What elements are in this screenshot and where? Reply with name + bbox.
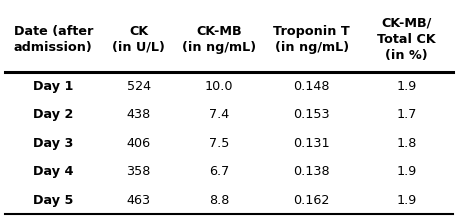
Text: 0.138: 0.138 [293,165,330,178]
Text: 10.0: 10.0 [205,80,234,93]
Text: CK-MB
(in ng/mL): CK-MB (in ng/mL) [182,25,256,54]
Text: 0.148: 0.148 [293,80,330,93]
Text: 7.4: 7.4 [209,108,229,121]
Text: Day 3: Day 3 [33,137,73,150]
Text: 406: 406 [127,137,151,150]
Text: 358: 358 [127,165,151,178]
Text: Day 2: Day 2 [33,108,73,121]
Text: Date (after
admission): Date (after admission) [14,25,93,54]
Text: 8.8: 8.8 [209,194,229,206]
Text: Day 1: Day 1 [33,80,73,93]
Text: Day 4: Day 4 [33,165,73,178]
Text: 1.7: 1.7 [396,108,417,121]
Text: CK-MB/
Total CK
(in %): CK-MB/ Total CK (in %) [377,17,436,62]
Text: Troponin T
(in ng/mL): Troponin T (in ng/mL) [273,25,350,54]
Text: CK
(in U/L): CK (in U/L) [112,25,165,54]
Text: 6.7: 6.7 [209,165,229,178]
Text: 1.9: 1.9 [396,165,417,178]
Text: 0.131: 0.131 [293,137,330,150]
Text: 0.153: 0.153 [293,108,330,121]
Text: 1.9: 1.9 [396,80,417,93]
Text: 0.162: 0.162 [293,194,330,206]
Text: 1.9: 1.9 [396,194,417,206]
Text: 524: 524 [127,80,151,93]
Text: 1.8: 1.8 [396,137,417,150]
Text: 7.5: 7.5 [209,137,229,150]
Text: Day 5: Day 5 [33,194,73,206]
Text: 463: 463 [127,194,151,206]
Text: 438: 438 [127,108,151,121]
